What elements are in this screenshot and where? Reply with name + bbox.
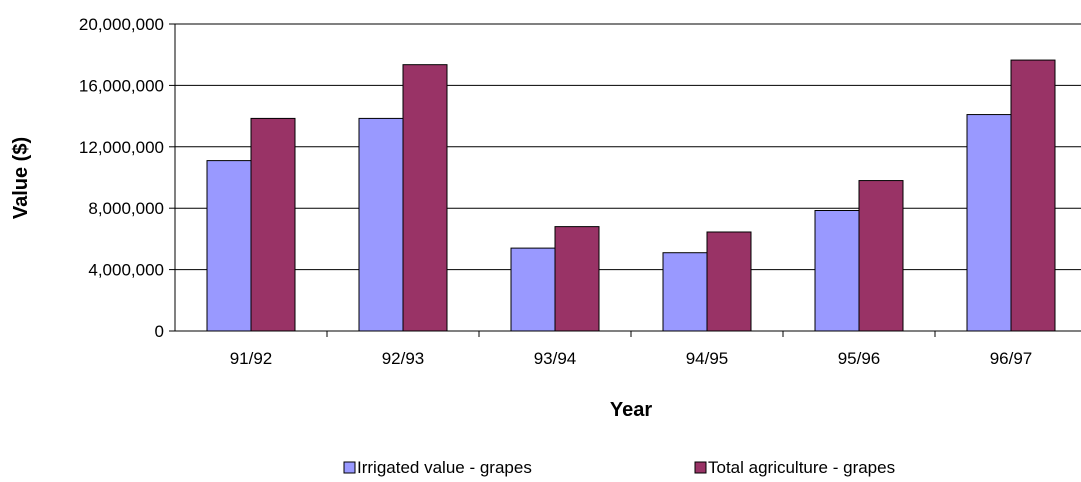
y-axis-title: Value ($) <box>10 137 32 219</box>
y-tick-label: 16,000,000 <box>79 76 164 95</box>
y-tick-label: 4,000,000 <box>88 261 164 280</box>
legend-label-irrigated: Irrigated value - grapes <box>357 458 532 477</box>
bar-total-92-93 <box>402 64 448 332</box>
x-tick-label: 94/95 <box>686 349 729 368</box>
bar-total-91-92 <box>250 117 296 332</box>
bars <box>206 59 1056 332</box>
x-tick-label: 96/97 <box>990 349 1033 368</box>
bar-irrigated-92-93 <box>358 117 404 332</box>
x-tick-label: 92/93 <box>382 349 425 368</box>
x-axis-title: Year <box>610 399 652 421</box>
y-gridlines <box>175 23 1081 271</box>
x-tick-label: 93/94 <box>534 349 577 368</box>
bar-irrigated-91-92 <box>206 160 252 332</box>
legend: Irrigated value - grapes Total agricultu… <box>343 458 895 477</box>
legend-label-total: Total agriculture - grapes <box>708 458 895 477</box>
axes <box>174 24 1081 332</box>
bar-total-95-96 <box>858 180 904 332</box>
bar-total-93-94 <box>554 226 600 332</box>
legend-swatch-irrigated <box>343 461 356 474</box>
bar-irrigated-96-97 <box>966 114 1012 332</box>
x-tick-labels: 91/92 92/93 93/94 94/95 95/96 96/97 <box>230 331 1033 368</box>
x-tick-label: 95/96 <box>838 349 881 368</box>
y-tick-label: 0 <box>155 322 164 341</box>
y-tick-labels: 0 4,000,000 8,000,000 12,000,000 16,000,000 2… <box>79 15 175 341</box>
bar-irrigated-94-95 <box>662 252 708 332</box>
legend-swatch-total <box>694 461 707 474</box>
bar-total-94-95 <box>706 231 752 332</box>
y-tick-label: 12,000,000 <box>79 138 164 157</box>
bar-total-96-97 <box>1010 59 1056 332</box>
bar-irrigated-95-96 <box>814 210 860 332</box>
x-tick-label: 91/92 <box>230 349 273 368</box>
y-tick-label: 20,000,000 <box>79 15 164 34</box>
y-tick-label: 8,000,000 <box>88 199 164 218</box>
bar-irrigated-93-94 <box>510 247 556 332</box>
